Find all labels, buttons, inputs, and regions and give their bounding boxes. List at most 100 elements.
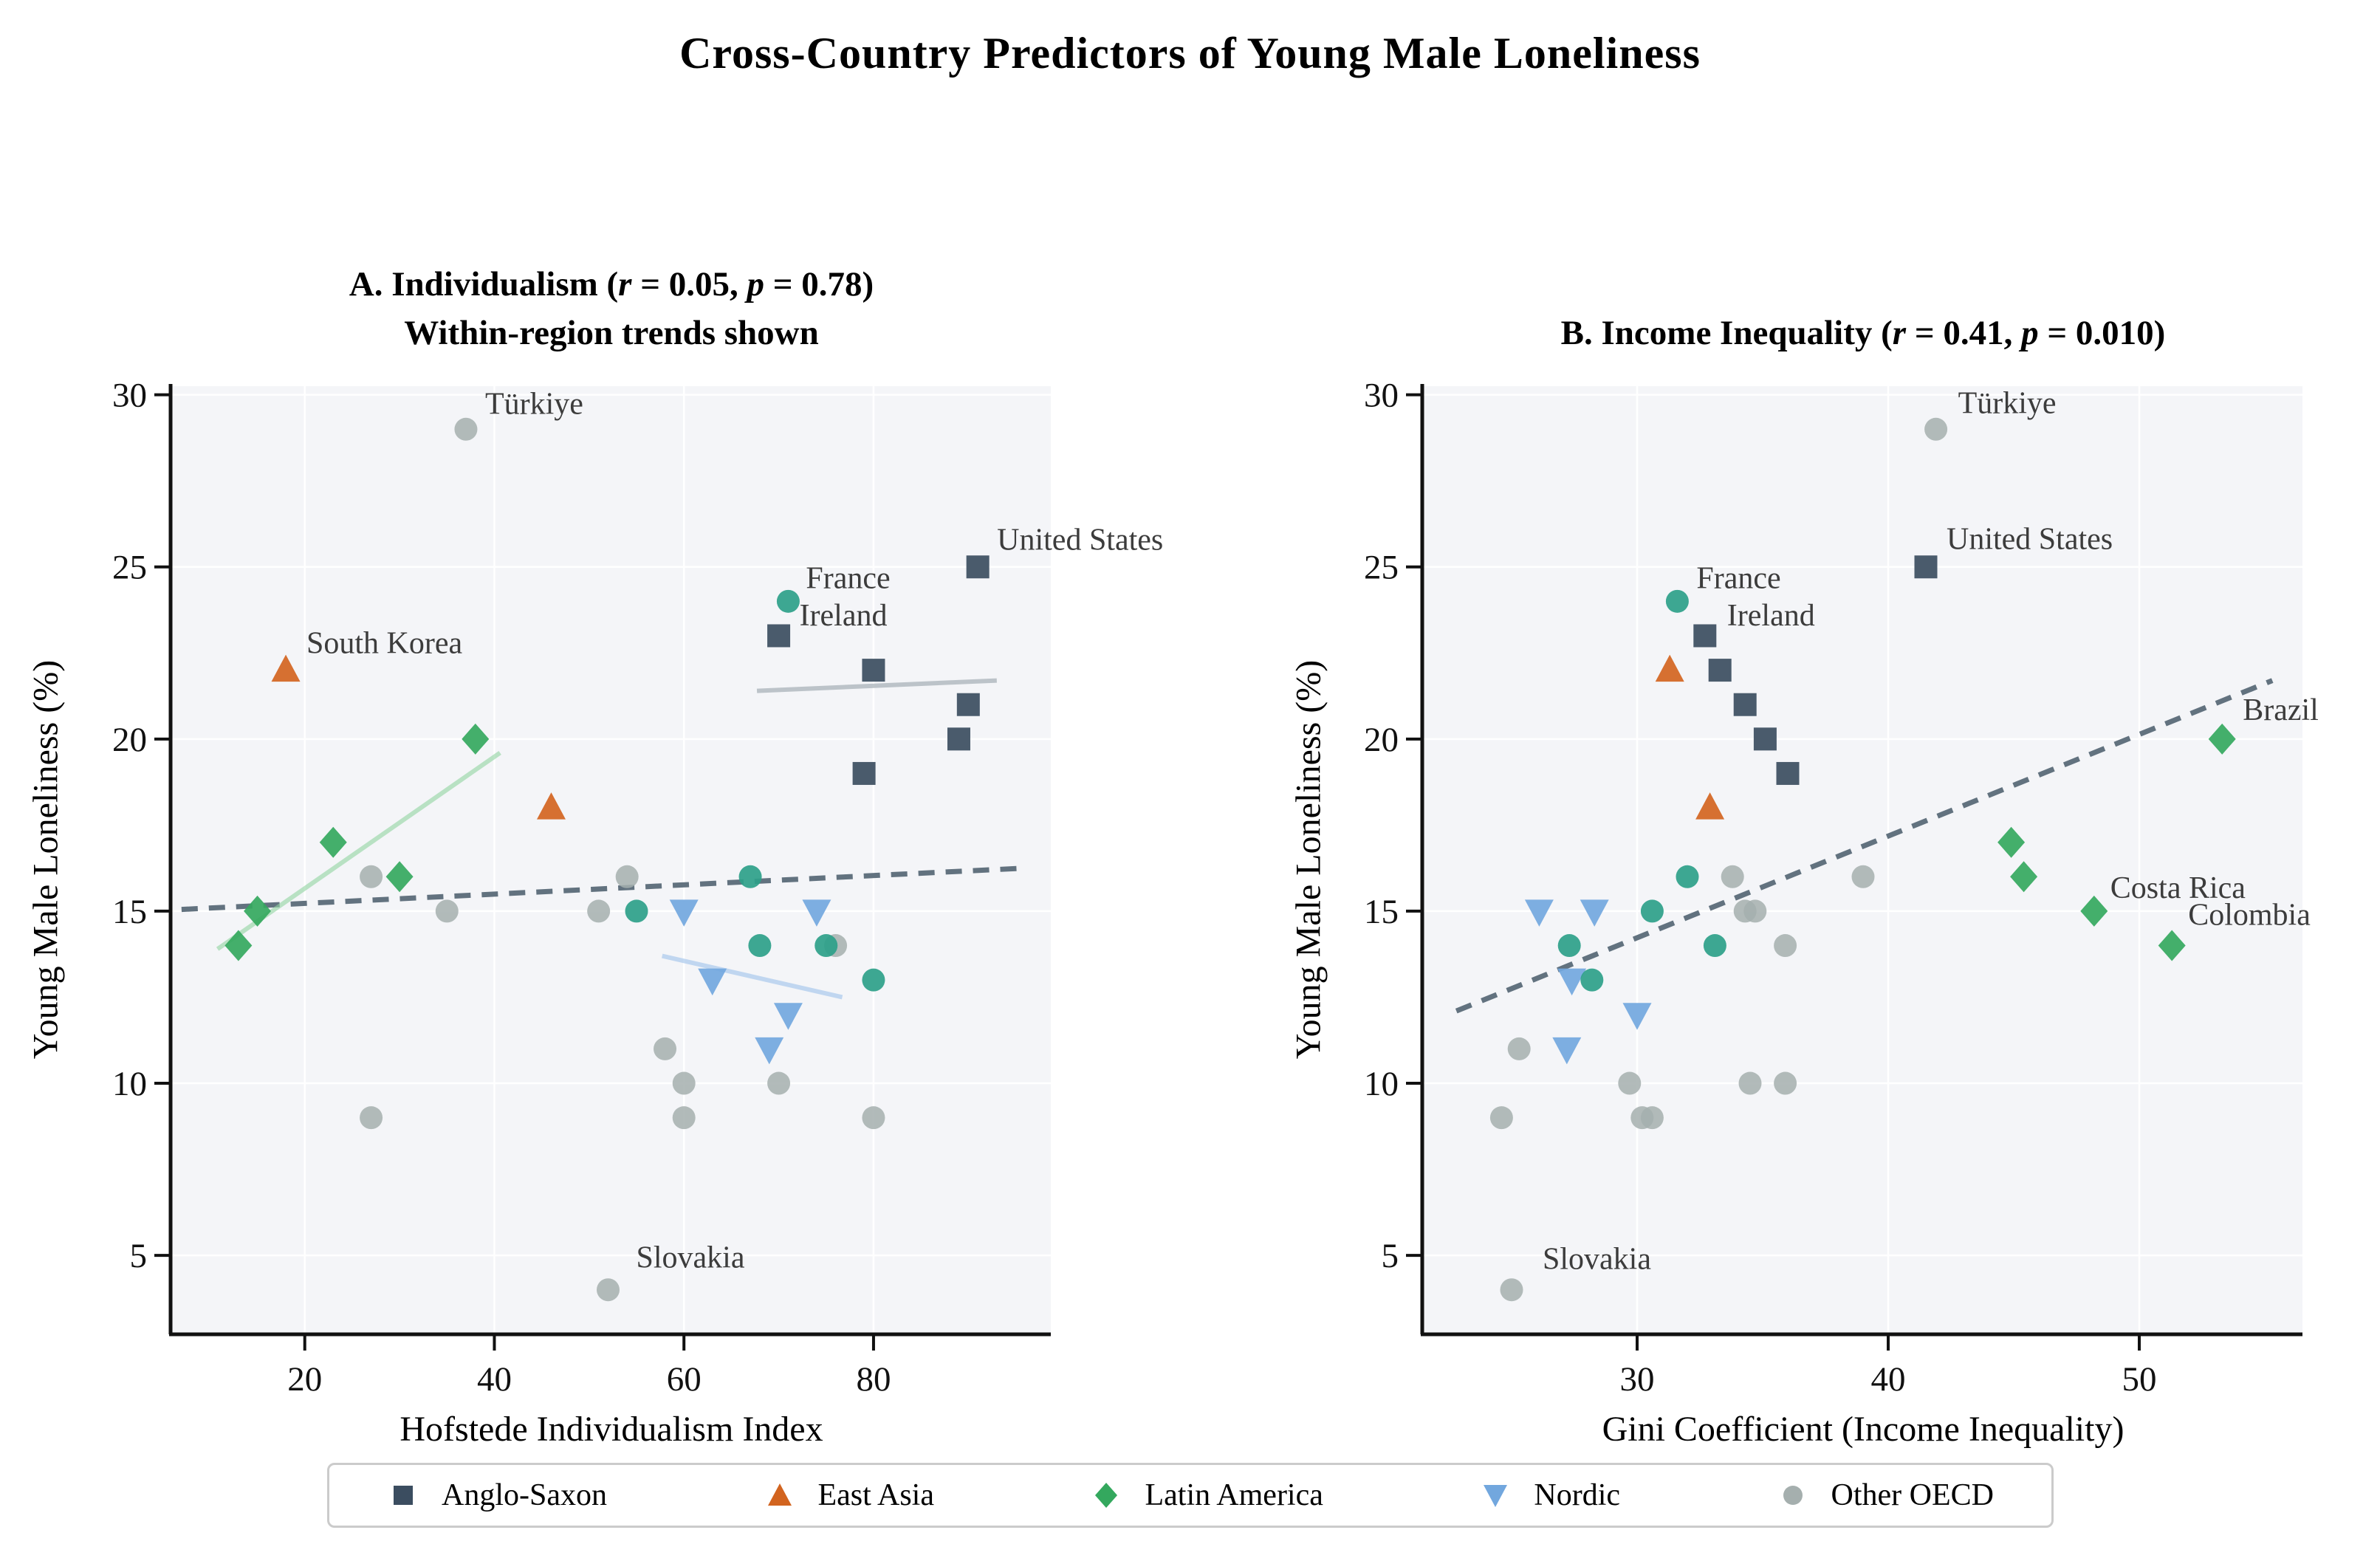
panel-a-subtitle: Within-region trends shown	[404, 314, 819, 352]
series-unlabeled-teal-circles-continental-europe-	[1557, 589, 1726, 992]
data-point	[1774, 1071, 1797, 1095]
y-tick-label: 20	[112, 721, 147, 759]
data-point	[1851, 865, 1875, 888]
series-latin-america	[224, 723, 490, 961]
data-point	[1640, 1106, 1664, 1130]
data-point	[1924, 417, 1948, 441]
country-label: United States	[1947, 523, 2113, 557]
data-point	[698, 968, 727, 996]
data-point	[1676, 865, 1699, 888]
data-point	[862, 968, 885, 992]
data-point	[454, 417, 478, 441]
triangle-up-icon	[767, 1483, 792, 1506]
data-point	[1733, 693, 1757, 716]
x-tick-label: 50	[2122, 1360, 2157, 1399]
data-point	[1665, 589, 1689, 613]
data-point	[1580, 899, 1609, 927]
data-point	[1640, 899, 1664, 923]
data-point	[2158, 930, 2186, 961]
data-point	[956, 693, 980, 716]
data-point	[1774, 934, 1797, 958]
country-label: France	[1696, 561, 1780, 595]
data-point	[1524, 899, 1554, 927]
country-label: Colombia	[2188, 899, 2311, 933]
data-point	[1738, 1071, 1762, 1095]
y-tick-label: 5	[130, 1237, 148, 1275]
data-point	[654, 1037, 677, 1060]
trend-line-overall	[181, 865, 1026, 913]
data-point	[360, 865, 383, 888]
series-other-oecd	[1489, 417, 1948, 1302]
figure-title: Cross-Country Predictors of Young Male L…	[679, 29, 1701, 78]
legend-item-anglo-saxon: Anglo-Saxon	[387, 1478, 607, 1513]
country-label: Türkiye	[1958, 386, 2057, 420]
panel-a-x-axis-label: Hofstede Individualism Index	[399, 1410, 823, 1449]
legend: Anglo-Saxon East Asia Latin America Nordic O…	[327, 1463, 2054, 1528]
panel-a-title: A. Individualism (r = 0.05, p = 0.78) Wit…	[172, 260, 1051, 357]
data-point	[1500, 1278, 1523, 1302]
data-point	[1997, 826, 2026, 858]
data-point	[597, 1278, 620, 1302]
country-label: Ireland	[1727, 599, 1815, 633]
x-tick-label: 40	[477, 1360, 512, 1399]
y-tick-label: 20	[1364, 721, 1399, 759]
legend-item-east-asia: East Asia	[764, 1478, 934, 1513]
panel-b-y-axis-label: Young Male Loneliness (%)	[1289, 659, 1328, 1060]
data-point	[2080, 895, 2108, 927]
data-point	[1489, 1106, 1513, 1130]
x-tick-label: 80	[856, 1360, 891, 1399]
data-point	[1743, 899, 1767, 923]
data-point	[615, 865, 639, 888]
x-tick-label: 20	[287, 1360, 322, 1399]
data-point	[755, 1037, 784, 1065]
panel-a-plot: 20 40 60 80 5 10 15 20 25 30 Türkiye South Korea Fra…	[112, 377, 1163, 1399]
data-point	[1618, 1071, 1642, 1095]
data-point	[536, 792, 566, 820]
y-tick-label: 5	[1382, 1237, 1399, 1275]
legend-item-label: Other OECD	[1831, 1478, 1994, 1512]
data-point	[625, 899, 648, 923]
country-label: Brazil	[2243, 693, 2319, 727]
data-point	[244, 895, 272, 927]
y-tick-label: 10	[1364, 1065, 1399, 1103]
data-point	[1557, 934, 1581, 958]
panel-b-x-axis-label: Gini Coefficient (Income Inequality)	[1602, 1410, 2124, 1449]
panel-b-plot: 30 40 50 5 10 15 20 25 30 Türkiye United States Fra…	[1364, 377, 2319, 1399]
data-point	[815, 934, 838, 958]
data-point	[1622, 1003, 1652, 1030]
data-point	[385, 861, 414, 893]
panel-a-y-axis-label: Young Male Loneliness (%)	[26, 659, 66, 1060]
legend-item-other-oecd: Other OECD	[1777, 1478, 1994, 1513]
legend-item-label: Nordic	[1534, 1478, 1621, 1512]
series-latin-america	[1997, 723, 2236, 961]
legend-item-latin-america: Latin America	[1090, 1478, 1323, 1513]
data-point	[852, 761, 876, 785]
series-nordic	[1524, 899, 1652, 1065]
data-point	[947, 727, 970, 751]
data-point	[435, 899, 459, 923]
data-point	[1580, 968, 1604, 992]
series-anglo-saxon	[767, 555, 990, 785]
y-tick-label: 15	[112, 893, 147, 931]
data-point	[1695, 792, 1725, 820]
y-tick-label: 30	[112, 377, 147, 415]
trend-line-anglo-saxon	[756, 678, 997, 693]
country-label: United States	[997, 524, 1163, 558]
data-point	[672, 1071, 696, 1095]
series-east-asia	[271, 654, 566, 820]
y-tick-label: 10	[112, 1065, 147, 1103]
data-point	[1721, 865, 1744, 888]
legend-item-nordic: Nordic	[1479, 1478, 1620, 1513]
data-point	[1655, 654, 1684, 682]
diamond-icon	[1095, 1483, 1118, 1508]
legend-item-label: East Asia	[817, 1478, 934, 1512]
country-label: Ireland	[800, 599, 888, 633]
series-anglo-saxon	[1693, 555, 1938, 785]
data-point	[271, 654, 301, 682]
data-point	[1507, 1037, 1531, 1060]
circle-icon	[1783, 1486, 1803, 1505]
x-tick-label: 30	[1620, 1360, 1655, 1399]
panel-b-title: B. Income Inequality (r = 0.41, p = 0.01…	[1560, 314, 2166, 352]
x-tick-label: 40	[1871, 1360, 1906, 1399]
series-east-asia	[1655, 654, 1725, 820]
